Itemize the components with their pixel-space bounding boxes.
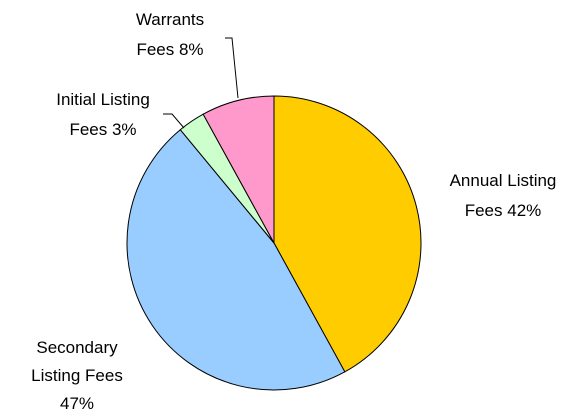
slice-label: Secondary Listing Fees 47% (17, 334, 137, 418)
value-label: 42% (507, 201, 542, 220)
pie-slice (202, 95, 275, 244)
value-label: 47% (59, 394, 95, 413)
value-label: 8% (178, 40, 204, 59)
category-label: Secondary Listing Fees (31, 338, 123, 385)
slice-label: Initial Listing Fees 3% (38, 85, 168, 145)
category-label: Warrants Fees (135, 10, 205, 59)
pie-slice (273, 95, 422, 373)
leader-line (163, 113, 185, 129)
value-label: 3% (111, 120, 137, 139)
category-label: Annual Listing Fees (449, 171, 557, 220)
category-label: Initial Listing Fees (56, 90, 150, 139)
pie (126, 95, 422, 391)
slice-label: Annual Listing Fees 42% (433, 166, 573, 226)
leader-line (225, 37, 239, 99)
slice-label: Warrants Fees 8% (125, 5, 215, 65)
pie-slice (126, 129, 346, 391)
